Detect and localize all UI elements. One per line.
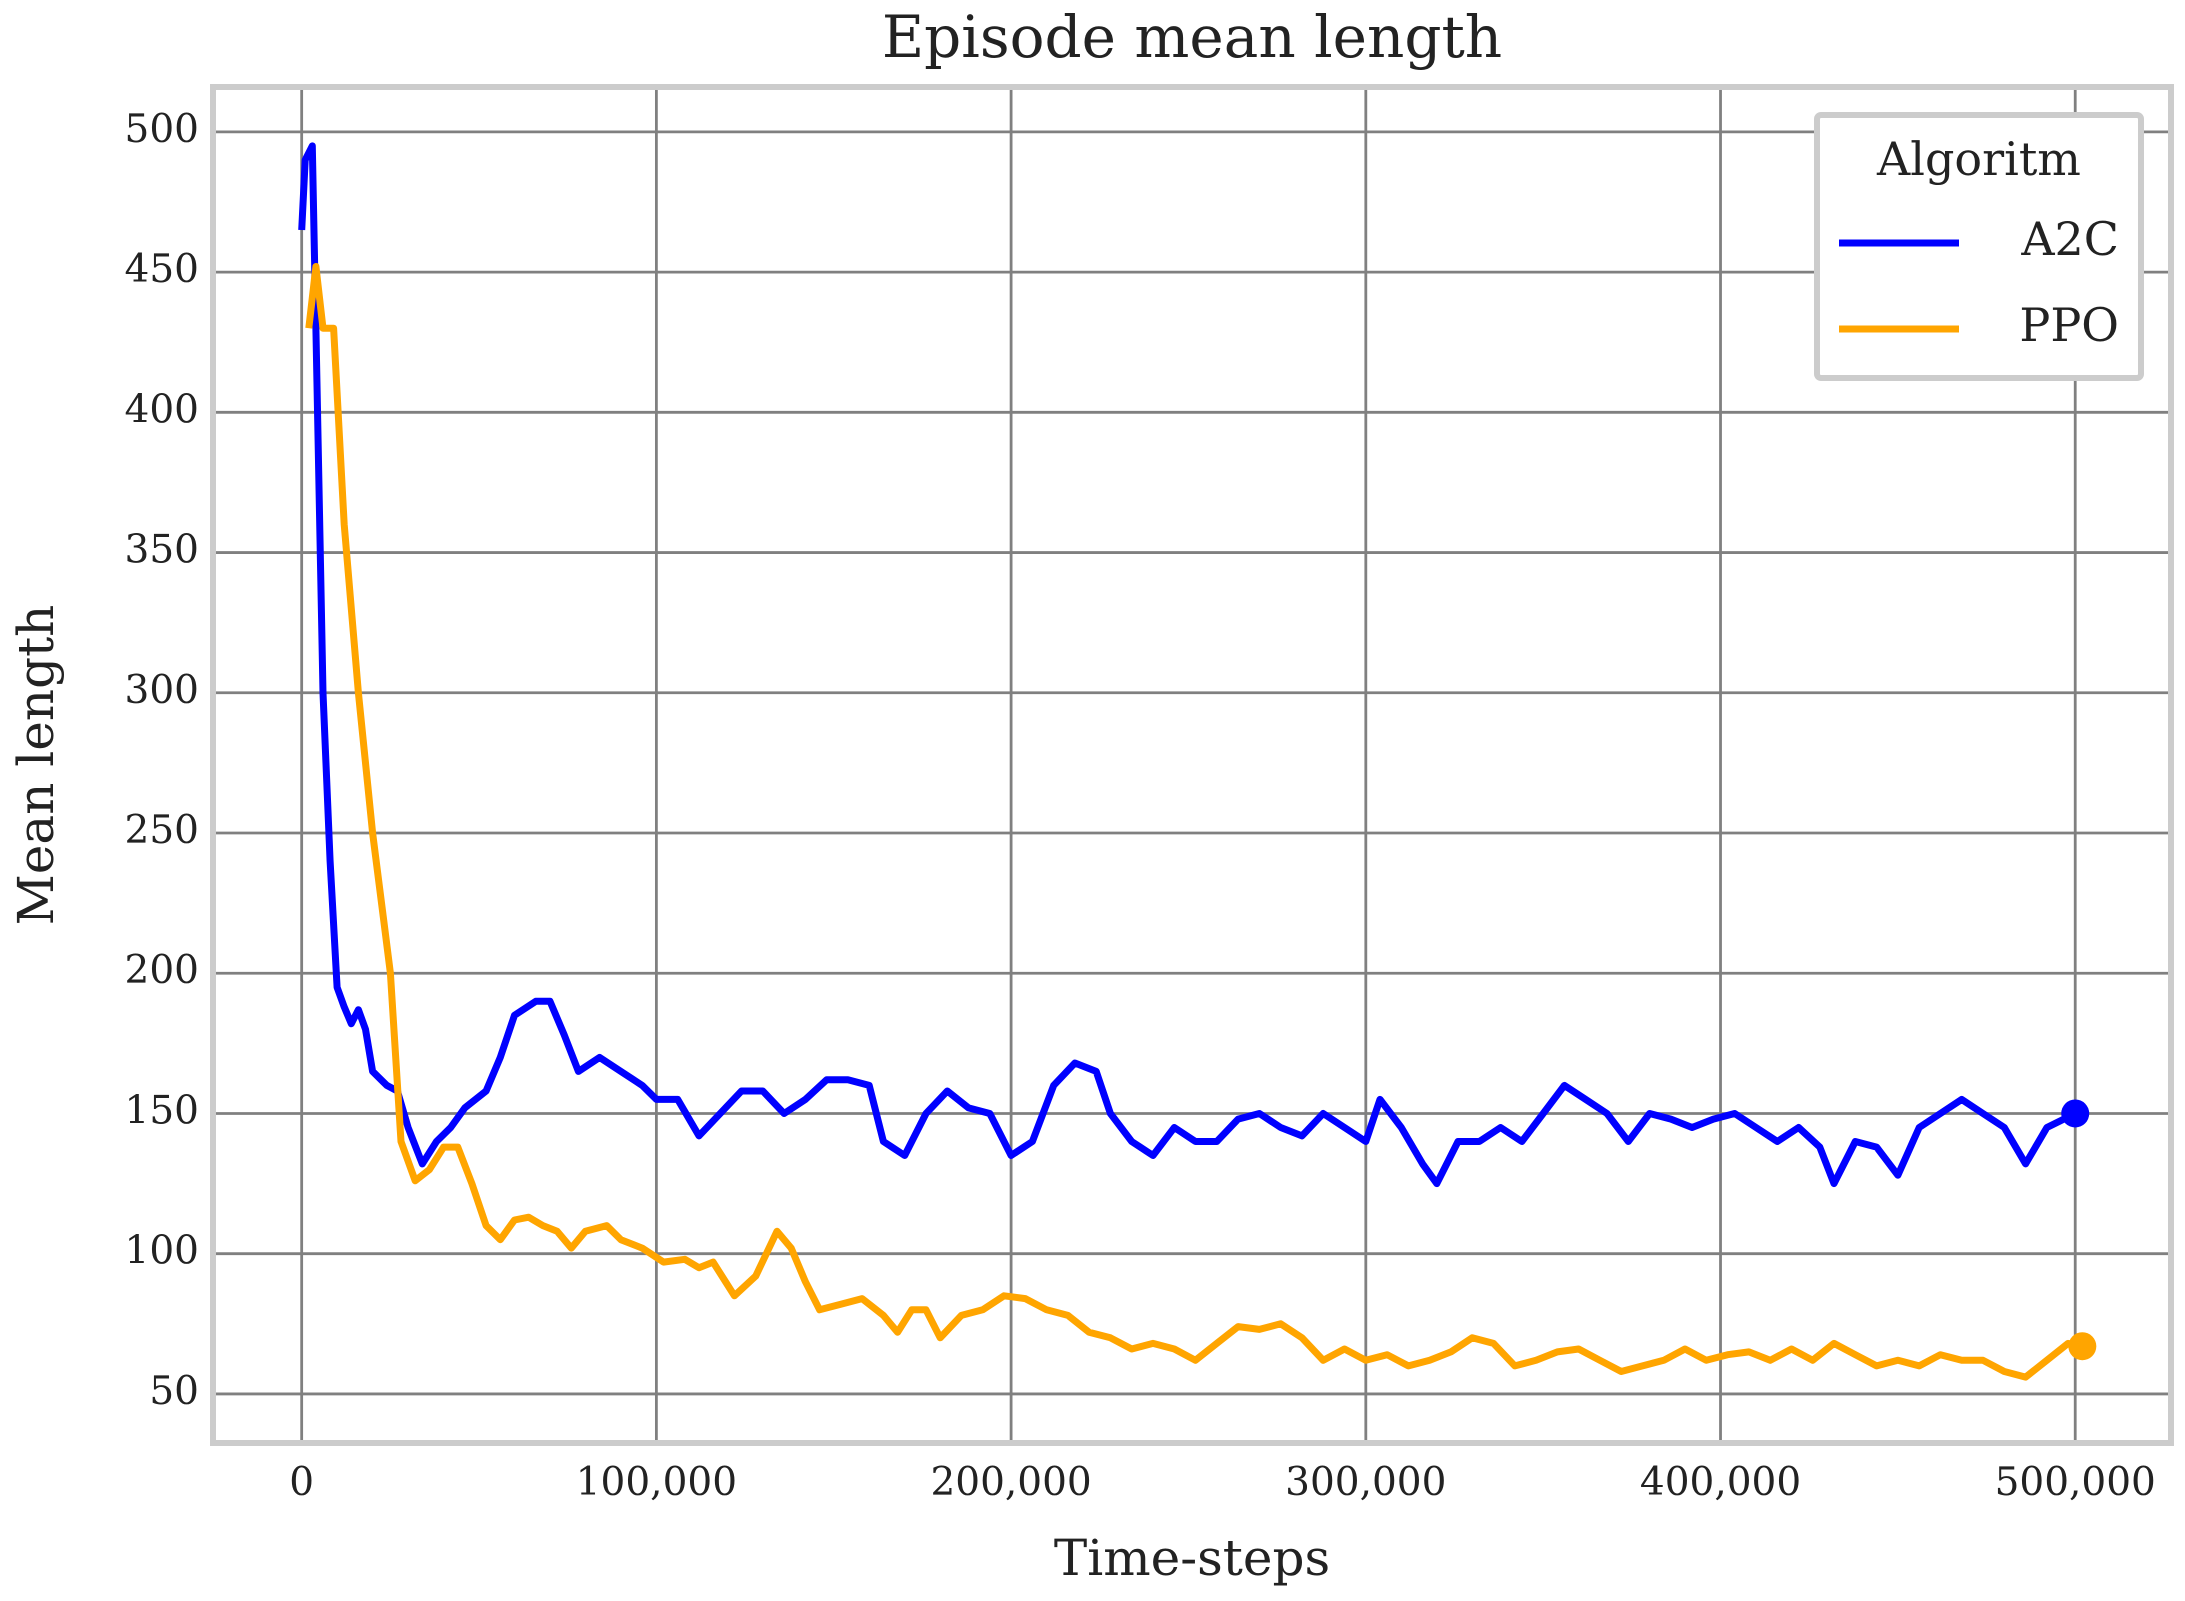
series-line xyxy=(305,263,2083,1381)
x-tick-label: 400,000 xyxy=(1640,1460,1801,1505)
y-tick-label: 500 xyxy=(125,107,199,152)
y-tick-label: 100 xyxy=(125,1229,199,1274)
chart-title: Episode mean length xyxy=(882,3,1502,71)
legend-title: Algoritm xyxy=(1876,132,2081,186)
y-tick-label: 150 xyxy=(125,1088,199,1133)
y-tick-label: 400 xyxy=(125,387,199,432)
end-marker xyxy=(2061,1099,2090,1128)
legend-label: PPO xyxy=(2019,298,2119,352)
x-tick-label: 200,000 xyxy=(930,1460,1091,1505)
y-tick-label: 250 xyxy=(125,808,199,853)
legend-box xyxy=(1814,112,2144,381)
plot-frame xyxy=(210,84,2174,1446)
series-line xyxy=(298,142,2077,1188)
y-tick-label: 300 xyxy=(125,668,199,713)
legend-label: A2C xyxy=(2020,212,2119,266)
x-axis-label: Time-steps xyxy=(1054,1529,1330,1587)
y-tick-label: 50 xyxy=(149,1369,199,1414)
y-axis-label: Mean length xyxy=(7,605,65,926)
y-tick-label: 350 xyxy=(125,528,199,573)
x-tick-label: 100,000 xyxy=(576,1460,737,1505)
x-tick-label: 0 xyxy=(289,1460,314,1505)
y-tick-label: 200 xyxy=(125,948,199,993)
end-marker xyxy=(2068,1332,2097,1361)
x-tick-label: 500,000 xyxy=(1995,1460,2156,1505)
x-tick-label: 300,000 xyxy=(1285,1460,1446,1505)
y-tick-label: 450 xyxy=(125,247,199,292)
